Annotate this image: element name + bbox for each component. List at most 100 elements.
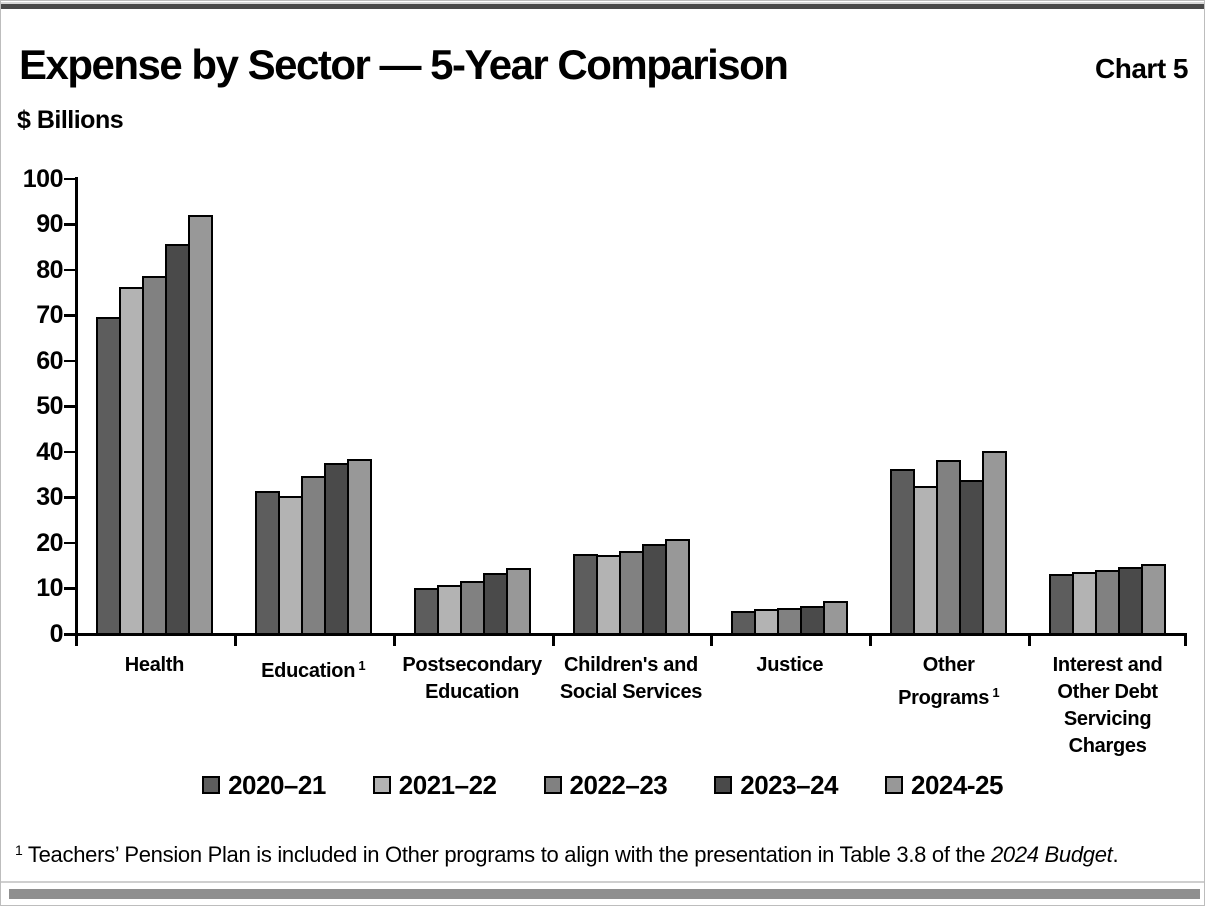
y-axis-tick bbox=[64, 314, 76, 317]
x-axis-tick bbox=[869, 633, 873, 646]
legend-swatch bbox=[543, 776, 562, 794]
bar bbox=[913, 485, 939, 635]
x-axis-tick bbox=[1184, 633, 1187, 646]
y-axis-tick bbox=[64, 633, 76, 636]
bar bbox=[436, 585, 462, 635]
y-axis-tick bbox=[64, 177, 76, 181]
legend-swatch bbox=[885, 776, 903, 794]
footnote: 1 Teachers’ Pension Plan is included in … bbox=[15, 842, 1195, 868]
y-axis-units-label: $ Billions bbox=[17, 106, 124, 134]
footnote-italic-text: 2024 Budget bbox=[990, 842, 1113, 867]
legend-series-label: 2020–21 bbox=[228, 769, 326, 800]
y-axis-label: 30 bbox=[36, 483, 63, 512]
bar bbox=[959, 479, 985, 635]
bar bbox=[254, 490, 280, 635]
bar bbox=[96, 316, 121, 635]
bar bbox=[890, 468, 916, 635]
y-axis-label: 40 bbox=[36, 437, 63, 466]
window-bottom-hairline bbox=[1, 881, 1204, 883]
bar bbox=[413, 588, 439, 635]
y-axis-label: 20 bbox=[36, 528, 63, 557]
legend-item: 2024-25 bbox=[885, 770, 1003, 801]
bar bbox=[323, 463, 349, 635]
y-axis-label: 10 bbox=[36, 574, 63, 603]
chart-title: Expense by Sector — 5-Year Comparison bbox=[19, 41, 789, 88]
footnote-suffix: . bbox=[1112, 842, 1119, 867]
legend-swatch bbox=[714, 776, 733, 794]
legend-item: 2023–24 bbox=[714, 770, 838, 801]
bar bbox=[1049, 573, 1075, 635]
bar bbox=[664, 539, 690, 635]
bar bbox=[777, 607, 803, 635]
footnote-marker: 1 bbox=[15, 842, 23, 858]
footnote-text: Teachers’ Pension Plan is included in Ot… bbox=[27, 842, 991, 867]
bar bbox=[142, 275, 167, 635]
bar bbox=[641, 544, 667, 635]
legend-series-label: 2021–22 bbox=[398, 769, 497, 800]
category-label: Health bbox=[124, 654, 185, 676]
bar bbox=[982, 450, 1008, 635]
y-axis-tick bbox=[64, 587, 76, 590]
bar bbox=[482, 572, 508, 635]
y-axis-label: 60 bbox=[36, 346, 63, 375]
x-axis-tick bbox=[392, 633, 396, 646]
category-label: Education 1 bbox=[261, 658, 366, 682]
y-axis-tick bbox=[64, 450, 76, 454]
bar bbox=[505, 568, 531, 635]
category-label: Other Programs 1 bbox=[898, 654, 1000, 709]
legend-swatch bbox=[202, 776, 221, 794]
bar bbox=[119, 287, 144, 635]
y-axis-tick bbox=[64, 268, 76, 272]
x-axis-tick bbox=[551, 633, 555, 646]
bar bbox=[936, 460, 962, 635]
bar bbox=[1072, 572, 1098, 635]
category-label: Children's and Social Services bbox=[559, 654, 703, 703]
y-axis-line bbox=[75, 177, 78, 636]
x-axis-tick bbox=[75, 633, 78, 646]
x-axis-tick bbox=[710, 633, 714, 646]
bar bbox=[572, 553, 598, 635]
bar bbox=[300, 475, 326, 635]
bar bbox=[346, 458, 372, 635]
bar bbox=[1141, 563, 1167, 635]
bar bbox=[459, 580, 485, 635]
bar bbox=[731, 611, 757, 635]
legend-series-label: 2022–23 bbox=[569, 769, 668, 800]
page-edge-strip bbox=[1, 4, 1204, 9]
horizontal-scrollbar-thumb[interactable] bbox=[9, 889, 1200, 899]
bar bbox=[800, 605, 826, 635]
window-top-hairline bbox=[1, 2, 1204, 4]
legend-swatch bbox=[372, 776, 391, 794]
bar bbox=[618, 551, 644, 635]
category-label: Postsecondary Education bbox=[402, 654, 542, 703]
y-axis-label: 50 bbox=[36, 392, 63, 421]
category-footnote-marker: 1 bbox=[355, 658, 366, 673]
category-footnote-marker: 1 bbox=[989, 685, 1000, 700]
legend-item: 2020–21 bbox=[202, 770, 326, 801]
y-axis-label: 90 bbox=[36, 210, 63, 239]
bar bbox=[595, 554, 621, 635]
legend-series-label: 2024-25 bbox=[911, 769, 1003, 800]
y-axis-tick bbox=[64, 405, 76, 408]
chart-number-label: Chart 5 bbox=[1095, 53, 1188, 84]
bar bbox=[754, 609, 780, 635]
x-axis-tick bbox=[233, 633, 237, 646]
y-axis-label: 100 bbox=[22, 164, 64, 193]
category-label: Justice bbox=[756, 654, 824, 676]
x-axis-tick bbox=[1028, 633, 1032, 646]
bar bbox=[277, 496, 303, 635]
bar bbox=[823, 600, 849, 635]
y-axis-label: 70 bbox=[36, 301, 63, 330]
y-axis-tick bbox=[64, 541, 76, 545]
bar bbox=[188, 215, 213, 635]
bar bbox=[165, 243, 190, 635]
category-label: Interest and Other Debt Servicing Charges bbox=[1052, 654, 1163, 757]
bar bbox=[1118, 566, 1144, 635]
bar bbox=[1095, 570, 1121, 635]
y-axis-tick bbox=[64, 496, 76, 499]
legend-series-label: 2023–24 bbox=[740, 769, 838, 800]
legend-item: 2022–23 bbox=[543, 769, 668, 801]
legend-item: 2021–22 bbox=[372, 769, 497, 801]
